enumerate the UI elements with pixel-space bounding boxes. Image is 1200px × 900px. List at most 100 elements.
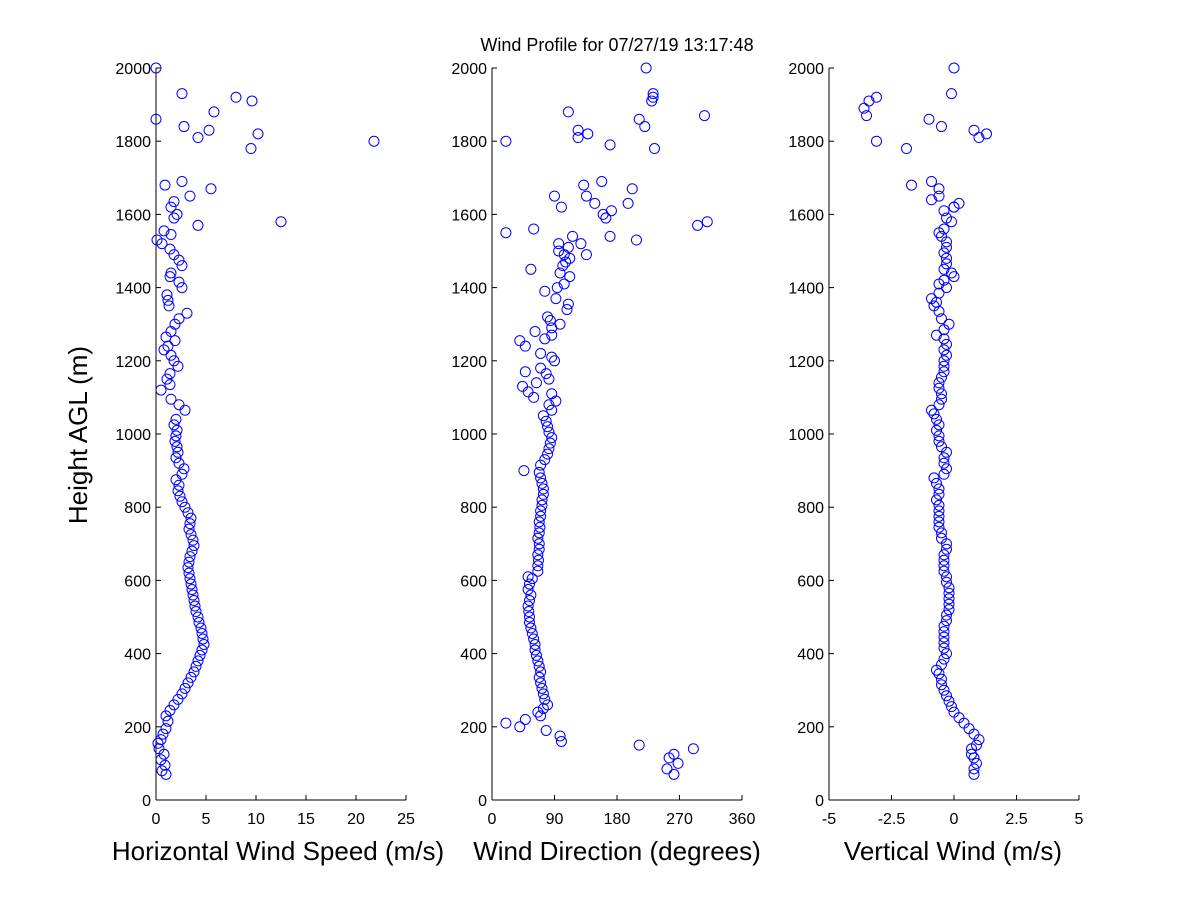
data-point [938,565,950,577]
data-point [176,496,188,508]
data-point [931,494,942,506]
y-tick-label: 1000 [788,427,824,444]
data-point [554,730,566,742]
data-point [174,490,186,502]
data-point [968,768,980,780]
data-point [536,499,548,511]
data-point [160,723,172,735]
data-point [936,527,947,539]
data-point [159,759,171,771]
data-point [933,516,945,528]
data-point [938,263,950,275]
data-point [928,300,940,312]
data-point [938,684,950,696]
data-point [582,128,594,140]
data-point [941,543,952,555]
data-point [162,294,174,306]
y-tick-label: 2000 [115,61,151,78]
data-point [164,704,176,716]
data-point [203,124,215,136]
y-tick-label: 1400 [115,281,151,298]
data-point [555,735,567,747]
data-point [176,175,188,187]
data-point [946,88,957,100]
data-point [523,606,535,618]
data-point [170,413,182,425]
data-point [561,304,573,316]
data-point [938,642,950,654]
data-point [933,399,945,411]
data-point [187,534,199,546]
data-point [522,584,534,596]
data-point [158,225,170,237]
data-point [933,435,945,447]
data-point [173,276,185,288]
data-point [562,106,574,118]
data-point [943,593,955,605]
data-point [938,344,950,356]
data-point [532,549,544,561]
x-tick-label: 0 [152,811,161,828]
data-point [933,377,945,389]
data-point [941,690,952,702]
data-point [187,589,199,601]
data-point [938,223,950,235]
x-axis-label: Vertical Wind (m/s) [844,836,1062,866]
data-point [164,379,176,391]
data-point [181,307,193,319]
data-point [971,757,982,769]
data-point [184,190,196,202]
data-point [184,573,196,585]
data-point [533,527,545,539]
figure-title: Wind Profile for 07/27/19 13:17:48 [480,35,753,55]
data-point [172,446,184,458]
data-point [553,245,565,257]
data-point [633,739,645,751]
data-point [542,421,554,433]
data-point [500,135,512,147]
data-point [933,510,945,522]
data-point [701,216,713,228]
data-point [901,143,912,155]
data-point [368,135,380,147]
data-point [183,556,195,568]
data-point [205,183,217,195]
data-point [936,441,947,453]
data-point [208,106,220,118]
data-point [161,289,173,301]
data-point [186,545,198,557]
data-point [933,488,945,500]
y-tick-label: 600 [124,573,151,590]
data-point [968,763,980,775]
data-point [524,611,535,623]
data-point [863,95,875,107]
data-point [938,549,950,561]
data-point [245,143,257,155]
data-point [165,201,177,213]
data-point [246,95,258,107]
data-point [553,238,565,250]
data-point [933,419,945,431]
data-point [640,62,652,74]
data-point [936,393,947,405]
data-point [572,132,584,144]
y-tick-label: 400 [124,647,151,664]
data-point [150,113,162,125]
data-point [639,121,651,133]
data-point [554,318,566,330]
data-point [931,424,942,436]
x-axis-label: Horizontal Wind Speed (m/s) [112,836,444,866]
data-point [938,355,950,367]
data-point [600,212,612,224]
data-point [549,190,560,202]
data-point [539,454,551,466]
data-point [165,267,177,279]
data-point [572,124,584,136]
data-point [938,653,950,665]
data-point [170,430,182,442]
data-point [550,293,562,305]
data-point [160,710,172,722]
data-point [938,452,950,464]
data-point [543,373,555,385]
data-point [941,615,952,627]
